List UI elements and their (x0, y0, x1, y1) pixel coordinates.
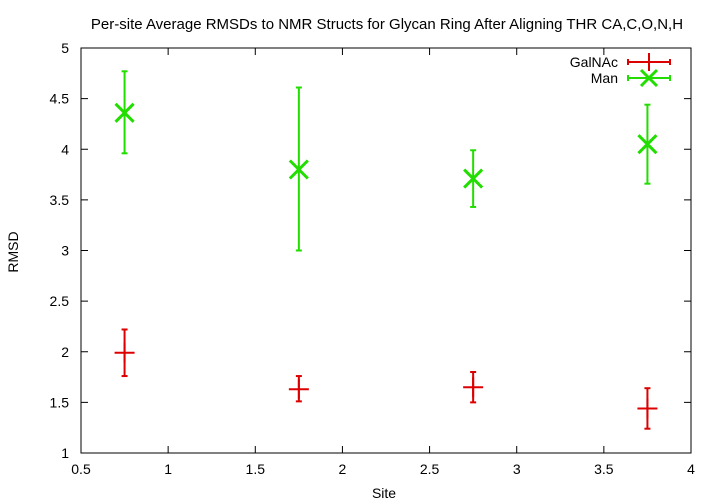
galnac-point (114, 328, 135, 378)
y-tick-label: 4 (61, 141, 69, 157)
x-tick-label: 0.5 (71, 461, 91, 477)
data-marks (114, 70, 658, 430)
x-tick-label: 2.5 (420, 461, 440, 477)
y-tick-label: 2.5 (50, 293, 70, 309)
man-point (114, 70, 135, 155)
x-tick-label: 1.5 (246, 461, 266, 477)
man-marker (637, 134, 658, 155)
x-tick-label: 1 (164, 461, 172, 477)
y-tick-label: 3.5 (50, 192, 70, 208)
x-tick-label: 4 (687, 461, 695, 477)
y-tick-label: 2 (61, 344, 69, 360)
man-marker (463, 168, 484, 189)
y-tick-label: 3 (61, 243, 69, 259)
man-point (288, 86, 309, 252)
man-point (463, 149, 484, 208)
x-tick-label: 3 (513, 461, 521, 477)
man-point (637, 103, 658, 185)
y-tick-label: 4.5 (50, 91, 70, 107)
y-tick-label: 5 (61, 40, 69, 56)
galnac-point (463, 371, 484, 404)
legend-label-galnac: GalNAc (570, 54, 618, 70)
legend-label-man: Man (591, 70, 618, 86)
x-tick-label: 2 (339, 461, 347, 477)
galnac-point (637, 387, 658, 430)
man-marker (288, 159, 309, 180)
x-tick-label: 3.5 (594, 461, 614, 477)
y-tick-label: 1 (61, 445, 69, 461)
x-axis-label: Site (372, 485, 396, 501)
galnac-point (288, 375, 309, 403)
y-tick-label: 1.5 (50, 394, 70, 410)
man-marker (114, 102, 135, 123)
chart-title: Per-site Average RMSDs to NMR Structs fo… (91, 16, 683, 33)
axis-ticks: 0.5 1 1.5 2 2.5 3 3.5 411.522.533.544.55 (50, 40, 696, 477)
y-axis-label: RMSD (5, 231, 21, 272)
legend-marker-man (639, 68, 659, 88)
plot-area (80, 47, 692, 454)
